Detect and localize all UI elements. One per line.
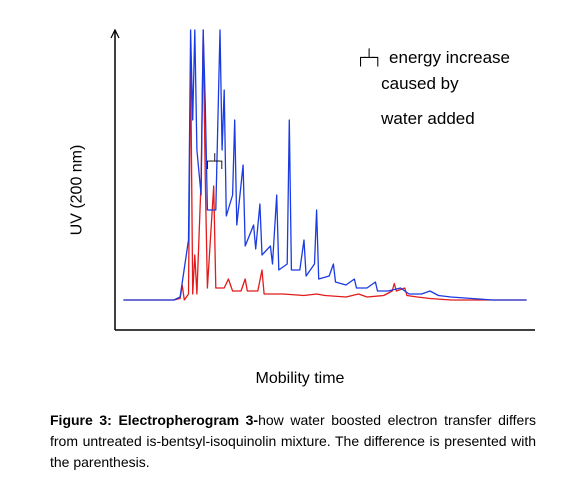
x-axis-label: Mobility time — [256, 370, 345, 388]
figure-caption: Figure 3: Electropherogram 3-how water b… — [50, 410, 536, 473]
legend: ┌┴┐ energy increase caused by water adde… — [355, 45, 510, 132]
svg-text:┌┴┐: ┌┴┐ — [203, 153, 225, 170]
bracket-icon: ┌┴┐ — [355, 47, 381, 70]
caption-lead: Figure 3: Electropherogram 3- — [50, 412, 258, 428]
legend-line1: energy increase — [389, 45, 510, 71]
legend-line3: water added — [355, 106, 510, 132]
y-axis-label: UV (200 nm) — [68, 145, 86, 236]
electropherogram-chart: UV (200 nm) Mobility time ┌┴┐ ┌┴┐ energy… — [60, 20, 540, 360]
legend-line2: caused by — [355, 71, 510, 97]
